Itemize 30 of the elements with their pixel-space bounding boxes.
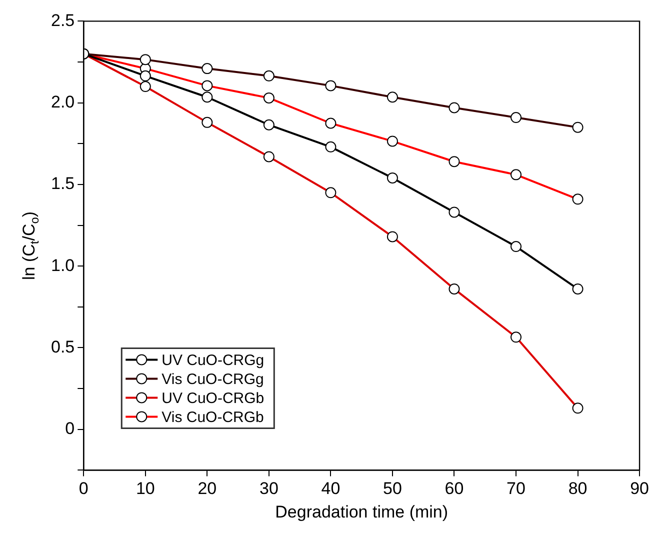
x-tick-label: 30 bbox=[259, 479, 278, 498]
legend-label: UV CuO-CRGg bbox=[162, 352, 264, 369]
legend-label: Vis CuO-CRGb bbox=[162, 408, 264, 426]
y-tick-label: 2.5 bbox=[50, 10, 75, 30]
point bbox=[510, 241, 522, 252]
x-tick-label: 10 bbox=[136, 479, 155, 498]
y-tick-label: 0 bbox=[65, 419, 75, 438]
y-axis-title: ln (Ct/Co) bbox=[20, 211, 42, 280]
x-tick-label: 50 bbox=[383, 479, 402, 498]
point bbox=[572, 283, 584, 294]
x-tick-label: 70 bbox=[506, 479, 526, 498]
x-tick-label: 40 bbox=[321, 479, 340, 498]
legend-label: Vis CuO-CRGg bbox=[162, 370, 264, 388]
point bbox=[263, 119, 274, 130]
x-tick-label: 90 bbox=[630, 479, 650, 498]
x-axis-title: Degradation time (min) bbox=[275, 502, 448, 522]
x-tick-label: 20 bbox=[198, 479, 217, 498]
point bbox=[386, 172, 398, 184]
x-tick-label: 80 bbox=[568, 479, 588, 498]
y-tick-label: 2.0 bbox=[50, 92, 75, 112]
legend-label: UV CuO-CRGb bbox=[162, 390, 264, 407]
point bbox=[325, 141, 336, 152]
y-tick-label: 1.0 bbox=[50, 256, 75, 275]
point bbox=[448, 206, 460, 218]
x-tick-label: 0 bbox=[78, 479, 88, 498]
y-tick-label: 0.5 bbox=[50, 337, 75, 356]
point bbox=[202, 92, 213, 103]
y-tick-label: 1.5 bbox=[50, 174, 75, 194]
point bbox=[140, 70, 151, 82]
x-tick-label: 60 bbox=[444, 479, 464, 498]
